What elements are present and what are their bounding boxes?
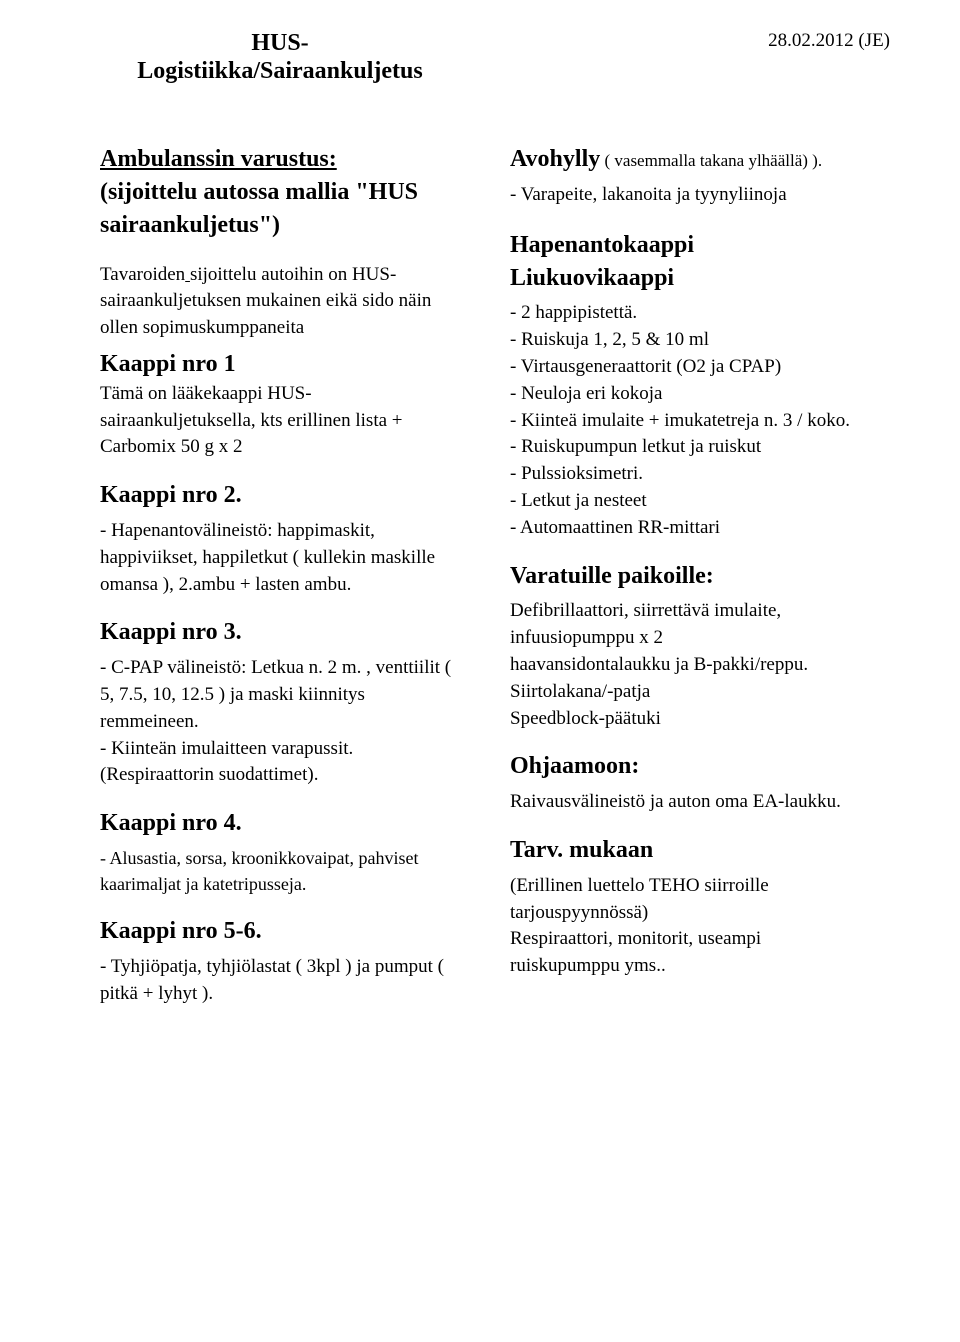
kaappi1-title: Kaappi nro 1 xyxy=(100,350,480,379)
kaappi4-l1: - Alusastia, sorsa, kroonikkovaipat, pah… xyxy=(100,848,480,870)
kaappi56-l1: - Tyhjiöpatja, tyhjiölastat ( 3kpl ) ja … xyxy=(100,956,480,979)
var-l1: Defibrillaattori, siirrettävä imulaite, xyxy=(510,600,890,623)
left-column: Ambulanssin varustus: (sijoittelu autoss… xyxy=(100,145,480,1009)
kaappi3-l3: remmeineen. xyxy=(100,711,480,734)
kaappi1-l2: sairaankuljetuksella, kts erillinen list… xyxy=(100,410,480,433)
header-date: 28.02.2012 (JE) xyxy=(768,30,890,52)
kaappi3-title: Kaappi nro 3. xyxy=(100,618,480,647)
avohylly-l1: - Varapeite, lakanoita ja tyynyliinoja xyxy=(510,184,890,207)
kaappi56-title: Kaappi nro 5-6. xyxy=(100,917,480,946)
ohjaamoon-title: Ohjaamoon: xyxy=(510,752,890,781)
hap-l2: - Ruiskuja 1, 2, 5 & 10 ml xyxy=(510,329,890,352)
intro-text-l1a: Tavaroiden xyxy=(100,264,185,285)
kaappi3-l2: 5, 7.5, 10, 12.5 ) ja maski kiinnitys xyxy=(100,684,480,707)
hap-l4: - Neuloja eri kokoja xyxy=(510,383,890,406)
var-l2: infuusiopumppu x 2 xyxy=(510,627,890,650)
varatuille-title: Varatuille paikoille: xyxy=(510,562,890,591)
kaappi3-l4: - Kiinteän imulaitteen varapussit. xyxy=(100,738,480,761)
avohylly-rest: ( vasemmalla takana ylhäällä) ). xyxy=(600,151,822,170)
hap-l6: - Ruiskupumpun letkut ja ruiskut xyxy=(510,436,890,459)
kaappi2-l3: omansa ), 2.ambu + lasten ambu. xyxy=(100,574,480,597)
header-line1: HUS- xyxy=(100,30,460,58)
header-line2: Logistiikka/Sairaankuljetus xyxy=(100,58,460,86)
tarv-l2: tarjouspyynnössä) xyxy=(510,902,890,925)
kaappi56-l2: pitkä + lyhyt ). xyxy=(100,983,480,1006)
hap-l7: - Pulssioksimetri. xyxy=(510,463,890,486)
kaappi1-l1: Tämä on lääkekaappi HUS- xyxy=(100,383,480,406)
spacer xyxy=(100,244,480,264)
intro-text-l2: sairaankuljetuksen mukainen eikä sido nä… xyxy=(100,290,480,313)
intro-title-l3: sairaankuljetus") xyxy=(100,211,480,240)
columns: Ambulanssin varustus: (sijoittelu autoss… xyxy=(100,145,890,1009)
hap-l1: - 2 happipistettä. xyxy=(510,302,890,325)
hapenanto-title1: Hapenantokaappi xyxy=(510,231,890,260)
kaappi2-l2: happiviikset, happiletkut ( kullekin mas… xyxy=(100,547,480,570)
tarv-l3: Respiraattori, monitorit, useampi xyxy=(510,928,890,951)
var-l5: Speedblock-päätuki xyxy=(510,708,890,731)
spacer xyxy=(510,211,890,231)
intro-title-l1: Ambulanssin varustus: xyxy=(100,145,480,174)
kaappi4-title: Kaappi nro 4. xyxy=(100,809,480,838)
kaappi2-l1: - Hapenantovälineistö: happimaskit, xyxy=(100,520,480,543)
intro-title-l2: (sijoittelu autossa mallia "HUS xyxy=(100,178,480,207)
header: HUS- Logistiikka/Sairaankuljetus 28.02.2… xyxy=(100,30,890,85)
avohylly-lead: Avohylly xyxy=(510,146,600,172)
right-column: Avohylly ( vasemmalla takana ylhäällä) )… xyxy=(510,145,890,1009)
tarv-title: Tarv. mukaan xyxy=(510,836,890,865)
varatuille-title-txt: Varatuille paikoille: xyxy=(510,563,714,589)
hap-l9: - Automaattinen RR-mittari xyxy=(510,517,890,540)
kaappi3-l5: (Respiraattorin suodattimet). xyxy=(100,764,480,787)
kaappi1-l3: Carbomix 50 g x 2 xyxy=(100,436,480,459)
tarv-l4: ruiskupumppu yms.. xyxy=(510,955,890,978)
var-l3: haavansidontalaukku ja B-pakki/reppu. xyxy=(510,654,890,677)
var-l4: Siirtolakana/-patja xyxy=(510,681,890,704)
hap-l3: - Virtausgeneraattorit (O2 ja CPAP) xyxy=(510,356,890,379)
kaappi2-title: Kaappi nro 2. xyxy=(100,481,480,510)
page: HUS- Logistiikka/Sairaankuljetus 28.02.2… xyxy=(0,0,960,1342)
header-title: HUS- Logistiikka/Sairaankuljetus xyxy=(100,30,460,85)
intro-text-l3: ollen sopimuskumppaneita xyxy=(100,317,480,340)
kaappi3-l1: - C-PAP välineistö: Letkua n. 2 m. , ven… xyxy=(100,657,480,680)
kaappi4-l2: kaarimaljat ja katetripusseja. xyxy=(100,874,480,896)
hap-l8: - Letkut ja nesteet xyxy=(510,490,890,513)
intro-text-l1: Tavaroiden sijoittelu autoihin on HUS- xyxy=(100,264,480,287)
hapenanto-title2: Liukuovikaappi xyxy=(510,264,890,293)
ohj-l1: Raivausvälineistö ja auton oma EA-laukku… xyxy=(510,791,890,814)
tarv-l1: (Erillinen luettelo TEHO siirroille xyxy=(510,875,890,898)
avohylly-line: Avohylly ( vasemmalla takana ylhäällä) )… xyxy=(510,145,890,174)
intro-text-l1b: sijoittelu autoihin on HUS- xyxy=(190,264,396,285)
hap-l5: - Kiinteä imulaite + imukatetreja n. 3 /… xyxy=(510,410,890,433)
